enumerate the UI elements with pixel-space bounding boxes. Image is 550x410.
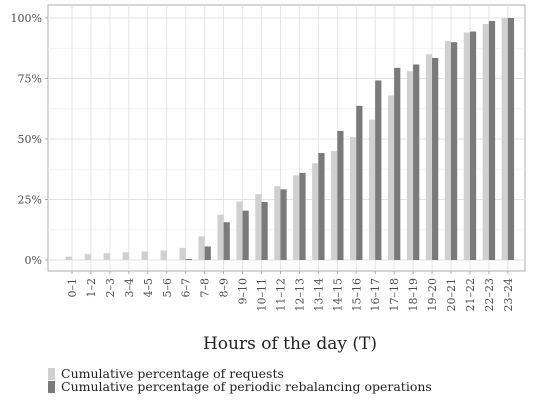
legend-label-rebalancing: Cumulative percentage of periodic rebala…	[61, 379, 432, 394]
bar-rebalancing	[242, 210, 249, 260]
bar-requests	[179, 247, 186, 260]
x-tick-label: 15–16	[350, 278, 363, 312]
bar-rebalancing	[318, 153, 325, 260]
bar-requests	[103, 253, 110, 260]
bar-rebalancing	[432, 57, 439, 261]
x-tick-label: 22–23	[483, 278, 496, 312]
x-tick-label: 9–10	[237, 278, 250, 305]
bar-rebalancing	[507, 18, 515, 260]
x-tick-label: 10–11	[256, 278, 269, 312]
bar-requests	[236, 201, 243, 260]
x-tick-label: 2–3	[104, 278, 117, 298]
y-tick-label: 50%	[18, 133, 42, 146]
x-tick-label: 14–15	[331, 278, 344, 312]
bar-requests	[274, 186, 281, 260]
x-tick-label: 17–18	[388, 278, 401, 312]
bar-requests	[463, 32, 470, 260]
bar-rebalancing	[375, 80, 382, 260]
x-tick-label: 11–12	[274, 278, 287, 312]
bar-rebalancing	[299, 172, 306, 260]
y-tick-label: 75%	[18, 73, 42, 86]
x-tick-label: 20–21	[445, 278, 458, 312]
bar-requests	[501, 18, 508, 260]
bar-requests	[444, 40, 451, 260]
legend-swatch-requests	[48, 368, 55, 380]
bar-requests	[141, 251, 148, 260]
bar-rebalancing	[223, 222, 230, 260]
bar-requests	[406, 71, 414, 261]
x-tick-label: 7–8	[199, 278, 212, 298]
x-tick-label: 16–17	[369, 278, 382, 312]
y-tick-label: 0%	[25, 254, 42, 267]
bar-rebalancing	[469, 31, 477, 260]
bar-requests	[482, 24, 489, 260]
x-tick-label: 12–13	[293, 278, 306, 312]
bar-requests	[255, 194, 262, 260]
bars	[65, 18, 515, 261]
bar-requests	[84, 254, 91, 260]
x-axis-title: Hours of the day (T)	[203, 334, 377, 354]
y-tick-label: 100%	[11, 12, 42, 25]
x-tick-label: 5–6	[161, 278, 174, 298]
bar-requests	[350, 137, 357, 260]
bar-requests	[160, 250, 167, 260]
x-tick-label: 3–4	[123, 278, 136, 298]
y-tick-label: 25%	[18, 194, 42, 207]
legend: Cumulative percentage of requests Cumula…	[48, 366, 432, 394]
bar-requests	[369, 119, 376, 260]
x-tick-label: 23–24	[502, 278, 515, 312]
x-tick-label: 19–20	[426, 278, 439, 312]
bar-requests	[312, 163, 319, 260]
x-tick-label: 4–5	[142, 278, 155, 298]
legend-swatch-rebalancing	[48, 381, 55, 393]
x-tick-label: 0–1	[66, 278, 79, 298]
bar-rebalancing	[204, 246, 211, 260]
bar-rebalancing	[413, 64, 420, 261]
x-tick-label: 18–19	[407, 278, 420, 312]
bar-rebalancing	[394, 67, 401, 261]
bar-rebalancing	[488, 20, 496, 261]
bar-requests	[425, 54, 433, 260]
x-axis-tick-labels: 0–1 1–2 2–3 3–4 4–5 5–6 6–7 7–8 8–9 9–10 10–11 11–1…	[66, 271, 515, 312]
x-tick-label: 8–9	[218, 278, 231, 298]
y-axis-tick-labels: 0% 25% 50% 75% 100%	[11, 12, 48, 267]
bar-requests	[65, 256, 72, 260]
x-tick-label: 1–2	[85, 278, 98, 298]
bar-requests	[217, 214, 224, 260]
bar-requests	[122, 252, 129, 260]
bar-rebalancing	[337, 131, 344, 260]
bar-requests	[331, 151, 338, 260]
bar-rebalancing	[356, 105, 363, 260]
legend-label-requests: Cumulative percentage of requests	[61, 366, 284, 381]
bar-requests	[387, 95, 395, 260]
bar-requests	[293, 175, 300, 260]
bar-rebalancing	[261, 201, 268, 260]
bar-rebalancing	[280, 189, 287, 260]
x-tick-label: 21–22	[464, 278, 477, 312]
bar-rebalancing	[185, 259, 192, 260]
x-tick-label: 13–14	[312, 278, 325, 312]
bar-rebalancing	[451, 42, 458, 261]
bar-requests	[198, 236, 205, 260]
x-tick-label: 6–7	[180, 278, 193, 298]
